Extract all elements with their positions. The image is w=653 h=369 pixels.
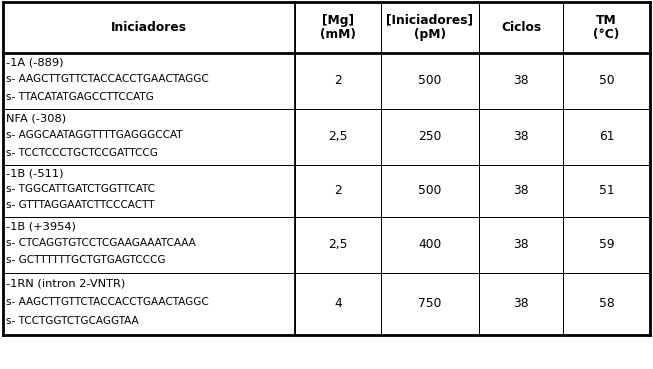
Text: TM: TM [596, 14, 617, 27]
Bar [3, 165, 295, 217]
Bar [479, 217, 563, 273]
Bar [563, 217, 650, 273]
Bar [3, 217, 295, 273]
Text: 38: 38 [513, 184, 529, 197]
Bar [381, 273, 479, 335]
Text: -1A (-889): -1A (-889) [6, 57, 63, 67]
Bar [295, 165, 381, 217]
Text: 2,5: 2,5 [328, 238, 348, 251]
Text: [Mg]: [Mg] [322, 14, 354, 27]
Bar [479, 165, 563, 217]
Text: NFA (-308): NFA (-308) [6, 113, 66, 123]
Text: 400: 400 [419, 238, 441, 251]
Bar [479, 109, 563, 165]
Bar [295, 217, 381, 273]
Text: s- TCCTGGTCTGCAGGTAA: s- TCCTGGTCTGCAGGTAA [6, 316, 138, 326]
Text: -1B (+3954): -1B (+3954) [6, 221, 76, 231]
Text: 2: 2 [334, 184, 342, 197]
Bar [563, 53, 650, 109]
Bar [381, 109, 479, 165]
Text: 38: 38 [513, 74, 529, 87]
Bar [295, 109, 381, 165]
Text: Iniciadores: Iniciadores [112, 21, 187, 34]
Text: Ciclos: Ciclos [501, 21, 541, 34]
Text: 61: 61 [599, 130, 614, 144]
Bar [3, 273, 295, 335]
Text: s- AAGCTTGTTCTACCACCTGAACTAGGC: s- AAGCTTGTTCTACCACCTGAACTAGGC [6, 75, 208, 85]
Bar [381, 53, 479, 109]
Text: s- AGGCAATAGGTTTTGAGGGCCAT: s- AGGCAATAGGTTTTGAGGGCCAT [6, 131, 182, 141]
Bar [295, 2, 381, 53]
Bar [563, 109, 650, 165]
Text: 250: 250 [419, 130, 441, 144]
Bar [381, 217, 479, 273]
Text: 4: 4 [334, 297, 342, 310]
Text: s- TCCTCCCTGCTCCGATTCCG: s- TCCTCCCTGCTCCGATTCCG [6, 148, 158, 158]
Bar [3, 53, 295, 109]
Bar [563, 2, 650, 53]
Text: (°C): (°C) [594, 28, 620, 41]
Text: -1B (-511): -1B (-511) [6, 169, 63, 179]
Text: 59: 59 [599, 238, 614, 251]
Bar [563, 273, 650, 335]
Text: 500: 500 [419, 184, 441, 197]
Text: (mM): (mM) [320, 28, 356, 41]
Bar [479, 2, 563, 53]
Text: s- CTCAGGTGTCCTCGAAGAAATCAAA: s- CTCAGGTGTCCTCGAAGAAATCAAA [6, 238, 196, 248]
Bar [563, 165, 650, 217]
Text: 38: 38 [513, 130, 529, 144]
Text: s- GTTTAGGAATCTTCCCACTT: s- GTTTAGGAATCTTCCCACTT [6, 200, 154, 210]
Text: s- TGGCATTGATCTGGTTCATC: s- TGGCATTGATCTGGTTCATC [6, 184, 155, 194]
Bar [479, 273, 563, 335]
Text: 2,5: 2,5 [328, 130, 348, 144]
Text: 58: 58 [599, 297, 614, 310]
Text: 50: 50 [599, 74, 614, 87]
Text: [Iniciadores]: [Iniciadores] [387, 14, 473, 27]
Bar [479, 53, 563, 109]
Text: 38: 38 [513, 297, 529, 310]
Text: 2: 2 [334, 74, 342, 87]
Bar [295, 53, 381, 109]
Text: 750: 750 [419, 297, 441, 310]
Bar [3, 109, 295, 165]
Text: -1RN (intron 2-VNTR): -1RN (intron 2-VNTR) [6, 278, 125, 288]
Bar [381, 165, 479, 217]
Text: 51: 51 [599, 184, 614, 197]
Text: s- AAGCTTGTTCTACCACCTGAACTAGGC: s- AAGCTTGTTCTACCACCTGAACTAGGC [6, 297, 208, 307]
Bar [295, 273, 381, 335]
Text: 38: 38 [513, 238, 529, 251]
Text: s- TTACATATGAGCCTTCCATG: s- TTACATATGAGCCTTCCATG [6, 92, 153, 101]
Text: s- GCTTTTTTGCTGTGAGTCCCG: s- GCTTTTTTGCTGTGAGTCCCG [6, 255, 165, 265]
Bar [381, 2, 479, 53]
Text: (pM): (pM) [414, 28, 446, 41]
Bar [3, 2, 295, 53]
Text: 500: 500 [419, 74, 441, 87]
